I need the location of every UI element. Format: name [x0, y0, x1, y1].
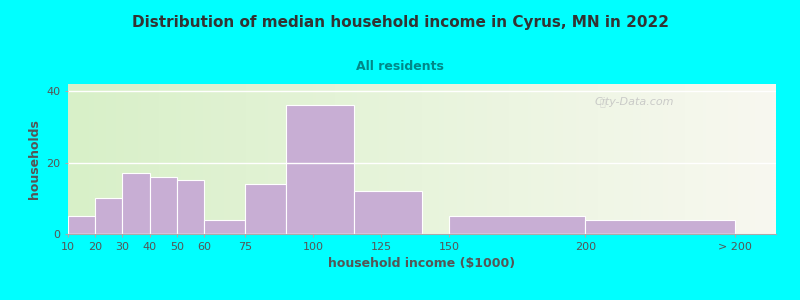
X-axis label: household income ($1000): household income ($1000): [329, 257, 515, 270]
Bar: [245, 184, 286, 234]
Bar: [177, 180, 204, 234]
Bar: [586, 220, 735, 234]
Text: City-Data.com: City-Data.com: [594, 97, 674, 107]
Bar: [286, 105, 354, 234]
Bar: [450, 216, 586, 234]
Bar: [68, 216, 95, 234]
Text: Distribution of median household income in Cyrus, MN in 2022: Distribution of median household income …: [131, 15, 669, 30]
Bar: [150, 177, 177, 234]
Bar: [95, 198, 122, 234]
Text: 🔍: 🔍: [600, 97, 606, 107]
Bar: [354, 191, 422, 234]
Bar: [122, 173, 150, 234]
Y-axis label: households: households: [28, 119, 41, 199]
Text: All residents: All residents: [356, 60, 444, 73]
Bar: [204, 220, 245, 234]
